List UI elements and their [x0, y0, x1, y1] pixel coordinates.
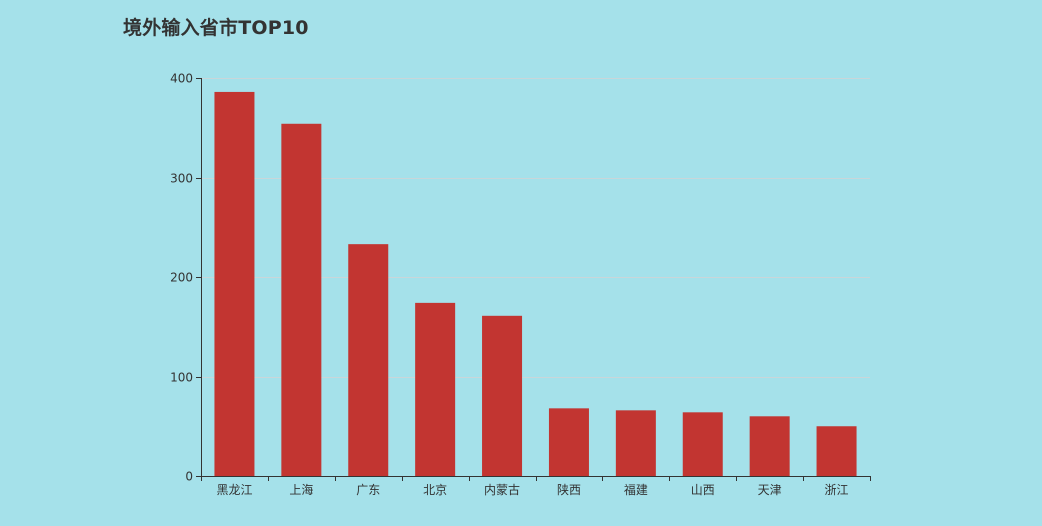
bar-陕西: [548, 408, 589, 476]
x-tick-label: 广东: [356, 483, 380, 497]
x-tick-label: 山西: [691, 483, 715, 497]
x-tick-label: 天津: [758, 483, 782, 497]
bar-天津: [749, 416, 790, 476]
x-tick-label: 上海: [289, 482, 313, 497]
y-tick-label: 100: [170, 371, 193, 385]
tick-labels: 0 100 200 300 400 黑龙江 上海 广东 北京 内蒙古 陕西 福建 山西 天津 浙江: [170, 72, 848, 498]
bars: [214, 91, 857, 477]
y-tick-label: 0: [185, 470, 193, 484]
x-tick-label: 黑龙江: [216, 483, 252, 497]
x-tick-label: 福建: [624, 482, 648, 497]
bar-北京: [415, 302, 456, 476]
bar-山西: [682, 412, 723, 476]
y-tick-label: 400: [170, 72, 193, 86]
bar-黑龙江: [214, 91, 255, 477]
y-tick-label: 300: [170, 172, 193, 186]
x-tick-label: 浙江: [825, 483, 849, 497]
bar-福建: [615, 410, 656, 476]
y-tick-label: 200: [170, 271, 193, 285]
x-tick-label: 内蒙古: [484, 482, 520, 497]
x-tick-label: 北京: [423, 483, 447, 497]
bar-广东: [348, 244, 389, 476]
bar-浙江: [816, 426, 857, 476]
x-tick-label: 陕西: [557, 482, 581, 497]
bar-上海: [281, 123, 322, 477]
axes: [196, 78, 871, 481]
chart-title: 境外输入省市TOP10: [123, 17, 309, 39]
bar-内蒙古: [482, 315, 523, 476]
